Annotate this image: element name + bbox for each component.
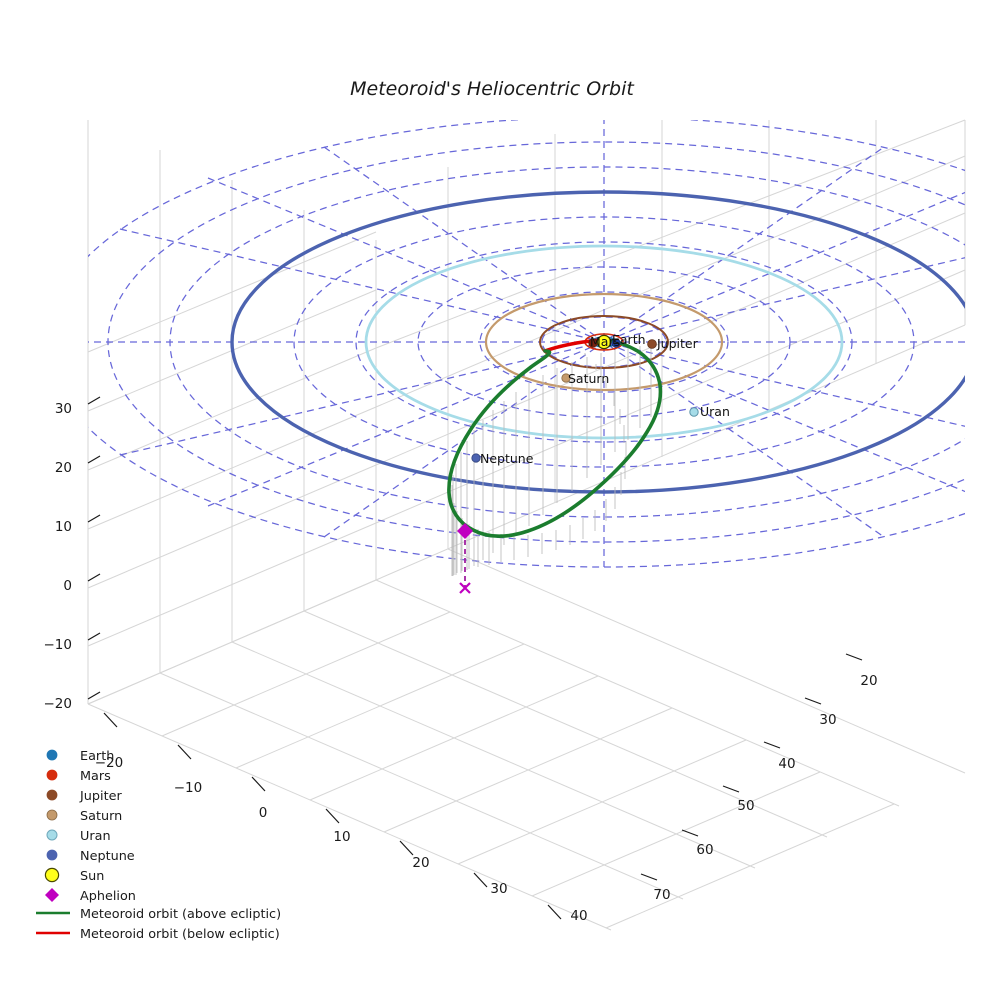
label-uran: Uran (700, 404, 730, 419)
legend-item-earth[interactable]: Earth (46, 749, 114, 764)
polar-circle-10 (479, 291, 729, 393)
mars-marker-icon (46, 769, 58, 781)
axis-tick-marks (87, 396, 863, 920)
orbit-jupiter (539, 315, 669, 369)
z-tick: −10 (44, 637, 73, 653)
y-tick: 50 (737, 798, 754, 814)
z-tick: 30 (55, 401, 72, 417)
label-earth: Earth (612, 332, 646, 347)
aphelion-group (457, 523, 473, 594)
legend-label: Meteoroid orbit (below ecliptic) (80, 927, 280, 942)
earth-marker-icon (46, 749, 58, 761)
x-tick: −10 (174, 780, 203, 796)
x-tick: −20 (95, 755, 124, 771)
z-tick: 20 (55, 460, 72, 476)
polar-circle-5 (541, 316, 667, 368)
label-mars: Mars (590, 334, 620, 349)
aphelion-projection-x-marker (459, 582, 471, 594)
legend-item-sun[interactable]: Sun (44, 867, 104, 884)
legend-label: Uran (80, 829, 111, 844)
planet-orbits (230, 190, 965, 494)
aphelion-diamond-marker (457, 523, 473, 539)
sun-marker-icon (44, 867, 60, 883)
z-axis-tick-labels: 30 20 10 0 −10 −20 (44, 401, 73, 712)
legend-item-mars[interactable]: Mars (46, 769, 111, 784)
x-tick: 20 (412, 855, 429, 871)
uran-marker-icon (46, 829, 58, 841)
legend-label: Jupiter (79, 789, 122, 804)
aphelion-marker-icon (45, 888, 59, 902)
floor-pane-grid (87, 548, 966, 931)
y-tick: 30 (819, 712, 836, 728)
marker-uran (689, 407, 699, 417)
axes-panes (87, 119, 966, 931)
legend-item-meteoroid-below[interactable]: Meteoroid orbit (below ecliptic) (36, 927, 280, 942)
x-axis-tick-labels: −20 −10 0 10 20 30 40 (95, 755, 588, 924)
marker-saturn (561, 373, 571, 383)
y-tick: 70 (653, 887, 670, 903)
legend: Earth Mars Jupiter Saturn Uran Neptune S… (36, 749, 281, 942)
z-tick: 0 (63, 578, 72, 594)
x-tick: 0 (259, 805, 268, 821)
x-tick: 30 (490, 881, 507, 897)
orbit-stem-lines (451, 345, 652, 576)
neptune-marker-icon (46, 849, 58, 861)
legend-label: Meteoroid orbit (above ecliptic) (80, 907, 281, 922)
z-tick: −20 (44, 696, 73, 712)
meteoroid-orbit-above-ecliptic (447, 338, 663, 538)
legend-item-jupiter[interactable]: Jupiter (46, 789, 122, 804)
legend-item-saturn[interactable]: Saturn (46, 809, 122, 824)
planet-markers (471, 334, 699, 463)
label-saturn: Saturn (568, 371, 609, 386)
legend-item-neptune[interactable]: Neptune (46, 849, 135, 864)
planet-label-group: Mars Earth Jupiter Saturn Uran Neptune (480, 332, 730, 466)
y-tick: 60 (696, 842, 713, 858)
marker-sun (596, 334, 612, 350)
legend-label: Mars (80, 769, 111, 784)
z-tick: 10 (55, 519, 72, 535)
orbit-saturn (484, 292, 724, 392)
legend-label: Aphelion (80, 889, 136, 904)
legend-label: Neptune (80, 849, 135, 864)
legend-item-uran[interactable]: Uran (46, 829, 111, 844)
page-title: Meteoroid's Heliocentric Orbit (350, 78, 635, 100)
orbit-uran (364, 244, 844, 440)
y-tick: 20 (860, 673, 877, 689)
legend-label: Earth (80, 749, 114, 764)
label-neptune: Neptune (480, 451, 534, 466)
legend-label: Sun (80, 869, 104, 884)
y-tick: 40 (778, 756, 795, 772)
left-wall-grid (87, 120, 377, 705)
y-axis-tick-labels: 20 30 40 50 60 70 (653, 673, 877, 903)
orbit-neptune (230, 190, 965, 494)
legend-item-aphelion[interactable]: Aphelion (45, 888, 136, 904)
marker-neptune (471, 453, 481, 463)
label-jupiter: Jupiter (656, 336, 699, 351)
x-tick: 10 (333, 829, 350, 845)
marker-jupiter (647, 339, 657, 349)
legend-item-meteoroid-above[interactable]: Meteoroid orbit (above ecliptic) (36, 907, 281, 922)
saturn-marker-icon (46, 809, 58, 821)
jupiter-marker-icon (46, 789, 58, 801)
legend-label: Saturn (80, 809, 122, 824)
marker-earth (611, 338, 621, 348)
x-tick: 40 (570, 908, 587, 924)
